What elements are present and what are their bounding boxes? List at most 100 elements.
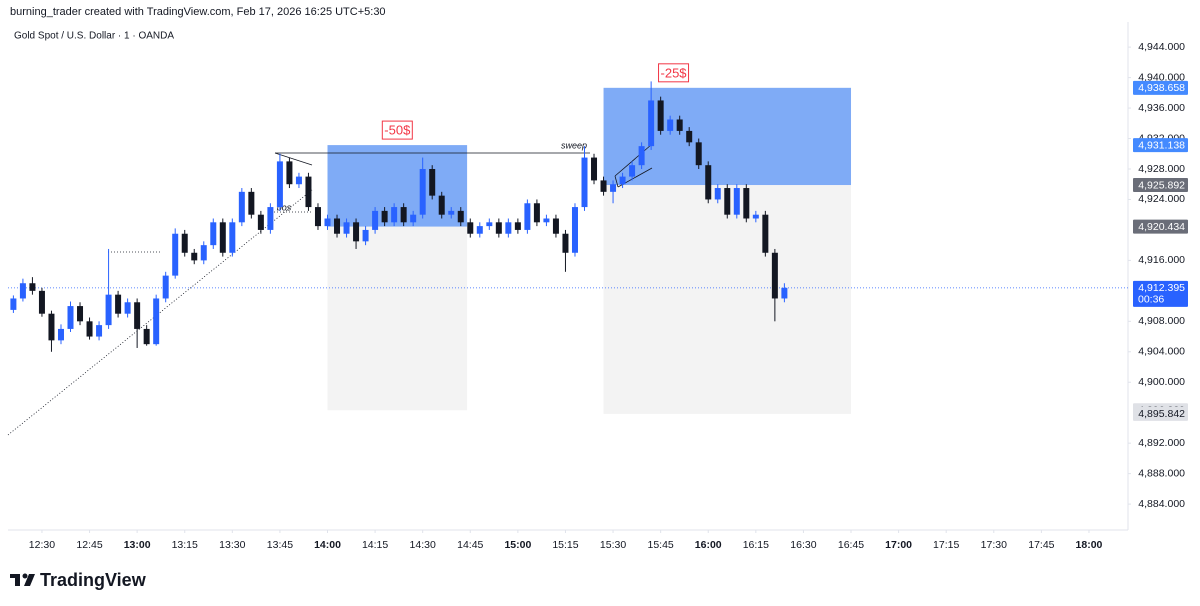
- candle-body: [543, 218, 550, 223]
- candle-body: [19, 283, 26, 299]
- x-tick-label: 14:45: [457, 539, 483, 551]
- target-zone: [603, 185, 852, 414]
- candle-body: [400, 207, 407, 223]
- candle-body: [324, 218, 331, 227]
- candle-body: [667, 119, 674, 131]
- pnl-label: -25$: [661, 65, 688, 80]
- candle-body: [334, 218, 341, 234]
- candle-body: [57, 328, 64, 341]
- candle-body: [124, 302, 131, 314]
- candle-body: [476, 226, 483, 234]
- y-tick-label: 4,900.000: [1138, 376, 1185, 388]
- candle-body: [343, 222, 350, 234]
- candle-body: [619, 176, 626, 185]
- candle-body: [172, 233, 179, 276]
- y-tick-label: 4,888.000: [1138, 467, 1185, 479]
- candle-body: [105, 294, 112, 326]
- candle-body: [752, 214, 759, 219]
- brand-logo: [10, 573, 35, 586]
- y-tick-label: 4,924.000: [1138, 193, 1185, 205]
- candle-body: [771, 252, 778, 299]
- candle-body: [10, 298, 17, 310]
- candle-body: [714, 188, 721, 200]
- price-badge: [1133, 178, 1188, 193]
- candle-body: [362, 229, 369, 242]
- x-tick-label: 13:00: [124, 539, 151, 551]
- candle-body: [743, 188, 750, 219]
- candle-body: [610, 184, 617, 192]
- candle-body: [419, 168, 426, 215]
- y-tick-label: 4,904.000: [1138, 346, 1185, 358]
- candle-body: [495, 222, 502, 234]
- candle-body: [38, 290, 45, 314]
- price-badge-label: 4,938.658: [1138, 82, 1185, 94]
- candle-body: [638, 146, 645, 166]
- candle-body: [181, 233, 188, 253]
- y-tick-label: 4,944.000: [1138, 41, 1185, 53]
- candle-body: [514, 222, 521, 230]
- y-tick-label: 4,928.000: [1138, 163, 1185, 175]
- candle-body: [276, 161, 283, 208]
- x-tick-label: 16:30: [790, 539, 816, 551]
- candle-body: [571, 207, 578, 253]
- candle-body: [372, 210, 379, 230]
- stop-zone: [603, 87, 852, 186]
- candle-body: [286, 161, 293, 185]
- x-tick-label: 18:00: [1076, 539, 1103, 551]
- candle-body: [438, 195, 445, 215]
- y-tick-label: 4,884.000: [1138, 498, 1185, 510]
- candle-body: [238, 191, 245, 223]
- x-tick-label: 17:30: [981, 539, 1007, 551]
- candle-body: [410, 214, 417, 223]
- candle-body: [657, 100, 664, 131]
- candle-body: [267, 207, 274, 230]
- y-tick-label: 4,936.000: [1138, 102, 1185, 114]
- annotation: sweep: [561, 140, 587, 150]
- candle-body: [219, 222, 226, 253]
- candle-body: [695, 142, 702, 166]
- candle-body: [762, 214, 769, 253]
- candle-body: [686, 130, 693, 143]
- countdown: 00:36: [1138, 294, 1164, 306]
- candle-body: [381, 210, 388, 223]
- logo-part: [24, 574, 35, 586]
- price-badge-label: 4,895.842: [1138, 408, 1185, 420]
- price-badge: [1133, 219, 1188, 234]
- pnl-box: [658, 63, 690, 83]
- x-tick-label: 12:45: [76, 539, 102, 551]
- candle-body: [257, 214, 264, 230]
- candle-body: [115, 294, 122, 314]
- candle-body: [705, 165, 712, 200]
- stop-zone: [327, 145, 468, 227]
- candle-body: [77, 306, 84, 322]
- annotation: bos: [277, 202, 292, 212]
- y-tick-label: 4,892.000: [1138, 437, 1185, 449]
- target-zone: [327, 226, 468, 411]
- y-tick-label: 4,940.000: [1138, 71, 1185, 83]
- brand: TradingView: [40, 570, 147, 590]
- candle-body: [143, 328, 150, 345]
- candle-body: [314, 207, 321, 227]
- candle-body: [733, 188, 740, 215]
- price-badge-label: 4,931.138: [1138, 139, 1185, 151]
- candle-body: [248, 191, 255, 215]
- x-tick-label: 15:30: [600, 539, 626, 551]
- candle-body: [524, 203, 531, 230]
- y-tick-label: 4,908.000: [1138, 315, 1185, 327]
- candle-body: [600, 180, 607, 192]
- logo-part: [15, 574, 20, 586]
- price-badge: [1133, 80, 1188, 95]
- candle-body: [67, 306, 74, 329]
- candle-body: [467, 222, 474, 234]
- x-tick-label: 13:45: [267, 539, 293, 551]
- last-price-badge: [1133, 280, 1188, 307]
- candle-body: [48, 313, 55, 341]
- candle-body: [486, 222, 493, 227]
- drawing-line: [7, 189, 313, 436]
- candle-body: [96, 325, 103, 337]
- candle-body: [562, 233, 569, 253]
- price-badge-label: 4,920.434: [1138, 221, 1185, 233]
- x-tick-label: 17:15: [933, 539, 959, 551]
